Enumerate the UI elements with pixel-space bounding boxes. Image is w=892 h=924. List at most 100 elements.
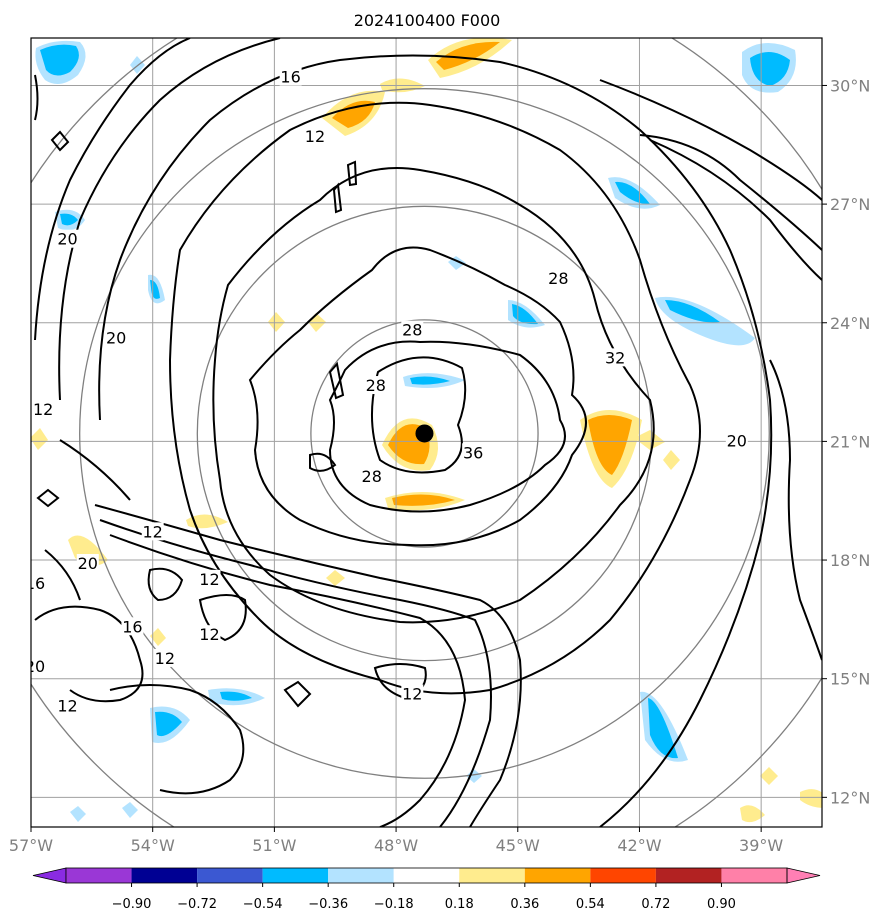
colorbar-label: −0.36 [308, 897, 348, 912]
colorbar-segment [459, 868, 525, 883]
contour-label: 32 [605, 348, 625, 367]
contour-line [371, 356, 467, 474]
shading-patch [740, 805, 765, 823]
contour-labels: 16 12 20 20 12 28 28 32 28 36 28 20 12 20 16 12 16 12 12 20… [25, 67, 748, 715]
colorbar-label: 0.72 [641, 897, 670, 912]
shading-patch [466, 769, 482, 783]
contour-label: 20 [25, 657, 45, 676]
colorbar-label: 0.36 [510, 897, 539, 912]
colorbar-segment [590, 868, 656, 883]
range-rings [31, 38, 822, 827]
contour-label-bg [303, 126, 326, 145]
contour-label-bg [76, 554, 99, 572]
shading-patch [31, 428, 48, 450]
contour-label-bg [462, 443, 485, 462]
contour-label: 20 [727, 431, 747, 450]
colorbar-label: −0.72 [177, 897, 217, 912]
range-ring [310, 319, 539, 548]
contour-line [212, 167, 655, 624]
lon-tick-label: 42°W [617, 836, 661, 855]
contour-label-bg [401, 320, 424, 339]
contour-line [147, 567, 184, 602]
latitude-axis: 12°N 15°N 18°N 21°N 24°N 27°N 30°N [822, 76, 870, 807]
colorbar-segment [655, 868, 722, 883]
contour-line [59, 439, 131, 501]
contour-label: 16 [25, 574, 45, 593]
contour-label-bg [153, 648, 176, 667]
shading-patch [663, 450, 680, 470]
gridlines [31, 38, 822, 827]
lat-tick-label: 24°N [830, 314, 870, 333]
contour-line [649, 139, 822, 281]
colorbar-segment [721, 868, 787, 883]
shading-patch [268, 312, 285, 332]
range-ring [79, 88, 770, 779]
contour-label-bg [547, 269, 570, 288]
colorbar-segment [328, 868, 394, 883]
shading-patch [588, 415, 632, 475]
shading-patch [800, 789, 822, 808]
shading-patch [70, 806, 86, 822]
contour-label-bg [56, 696, 79, 715]
contour-label: 28 [366, 376, 386, 395]
lat-tick-label: 21°N [830, 432, 870, 451]
shading-patch [326, 570, 345, 586]
contour-label-bg [56, 229, 79, 248]
contour-label-bg [360, 466, 383, 485]
contour-label-bg [198, 625, 221, 644]
colorbar-frame [65, 867, 788, 884]
contour-label-bg [725, 431, 748, 450]
shading-patch [410, 376, 450, 385]
colorbar: −0.90 −0.72 −0.54 −0.36 −0.18 0.18 0.36 0.54 0.7… [32, 867, 821, 912]
contour-label: 12 [143, 522, 163, 541]
lon-tick-label: 57°W [9, 836, 53, 855]
contour-label-bg [31, 656, 47, 675]
contour-line [94, 504, 522, 827]
contour-label: 12 [155, 649, 175, 668]
contour-label: 36 [463, 443, 483, 462]
contour-line [34, 74, 39, 121]
shading-patch [512, 304, 538, 325]
colorbar-segment [524, 868, 591, 883]
shading-patch [392, 494, 455, 506]
contour-line [332, 182, 343, 214]
contour-label-bg [31, 573, 47, 592]
contour-label-bg [364, 376, 387, 395]
shading-patch [40, 44, 79, 76]
colorbar-label: 0.90 [707, 897, 736, 912]
shading-patch [220, 691, 252, 701]
shading-patch [150, 628, 166, 646]
colorbar-segment [262, 868, 329, 883]
contour-label-bg [32, 399, 55, 418]
contour-line [283, 680, 312, 708]
colorbar-segment [66, 868, 132, 883]
colorbar-segment [197, 868, 263, 883]
lon-tick-label: 39°W [739, 836, 783, 855]
lat-tick-label: 30°N [830, 76, 870, 95]
shading-patch [634, 430, 665, 450]
lon-tick-label: 45°W [496, 836, 540, 855]
colorbar-segment [393, 868, 460, 883]
shading-patch [436, 41, 500, 70]
shading-patch [760, 767, 778, 785]
contour-label: 12 [402, 685, 422, 704]
colorbar-over-triangle [786, 867, 821, 884]
colorbar-under-triangle [32, 867, 67, 884]
contour-label-bg [105, 328, 128, 347]
shading-patch [332, 100, 375, 128]
contour-label-bg [121, 617, 144, 636]
contour-line [109, 534, 467, 827]
colorbar-label: −0.90 [112, 897, 152, 912]
contour-line [58, 38, 281, 401]
contour-line [639, 134, 822, 251]
contour-line [769, 359, 822, 661]
shading-patch [615, 181, 650, 205]
contour-line [44, 549, 81, 601]
storm-center-marker [415, 424, 434, 443]
contour-label: 20 [78, 554, 98, 573]
colorbar-label: 0.54 [576, 897, 605, 912]
contour-label-bg [401, 684, 424, 703]
contour-label-bg [279, 67, 302, 86]
contour-label: 28 [548, 269, 568, 288]
